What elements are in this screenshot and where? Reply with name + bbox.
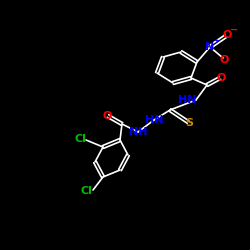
Text: HN: HN [145, 115, 163, 125]
Text: S: S [185, 118, 193, 128]
Text: O: O [219, 55, 229, 65]
Text: O: O [222, 30, 232, 40]
Text: N: N [206, 42, 214, 52]
Text: O: O [102, 111, 112, 121]
Text: NH: NH [129, 127, 147, 137]
Text: HN: HN [178, 95, 196, 105]
Text: O: O [216, 73, 226, 83]
Text: Cl: Cl [74, 134, 86, 144]
Text: Cl: Cl [80, 186, 92, 196]
Text: −: − [230, 25, 238, 35]
Text: +: + [213, 38, 219, 44]
